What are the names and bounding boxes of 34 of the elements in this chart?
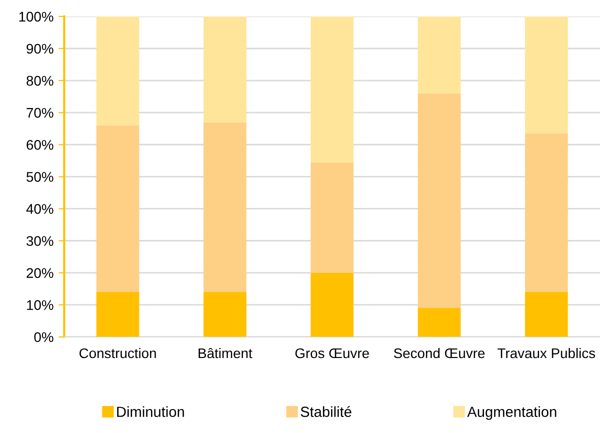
legend-label: Diminution (117, 406, 184, 417)
bar (204, 292, 246, 337)
y-tick-label: 20% (26, 268, 54, 278)
x-tick-label: Construction (80, 348, 156, 358)
bar (96, 292, 140, 337)
y-tick-label: 50% (26, 172, 54, 182)
x-tick-label: Gros Œuvre (295, 348, 369, 358)
y-tick-label: 60% (26, 140, 54, 150)
x-tick-label: Second Œuvre (394, 348, 485, 358)
y-tick-label: 100% (19, 12, 54, 22)
y-tick-label: 30% (26, 236, 54, 246)
bar (418, 16, 461, 94)
y-tick-label: 70% (26, 108, 54, 118)
bar (204, 122, 246, 292)
y-tick-label: 10% (27, 300, 54, 310)
bar (418, 308, 461, 337)
bar (310, 162, 354, 273)
y-tick-label: 80% (26, 76, 54, 86)
legend-label: Augmentation (467, 406, 556, 420)
bar (204, 16, 246, 122)
legend-label: Stabilité (300, 406, 352, 417)
bar (524, 16, 568, 134)
bar (96, 16, 140, 126)
bar (310, 272, 354, 337)
bar (524, 292, 568, 337)
x-tick-label: Travaux Publics (498, 348, 596, 358)
bar (418, 93, 461, 308)
y-tick-label: 90% (26, 44, 54, 54)
bar (524, 133, 568, 292)
y-tick-label: 40% (26, 204, 54, 214)
bar (310, 16, 354, 162)
bar (96, 125, 140, 292)
x-tick-label: Bâtiment (198, 348, 252, 358)
y-tick-label: 0% (34, 332, 54, 342)
